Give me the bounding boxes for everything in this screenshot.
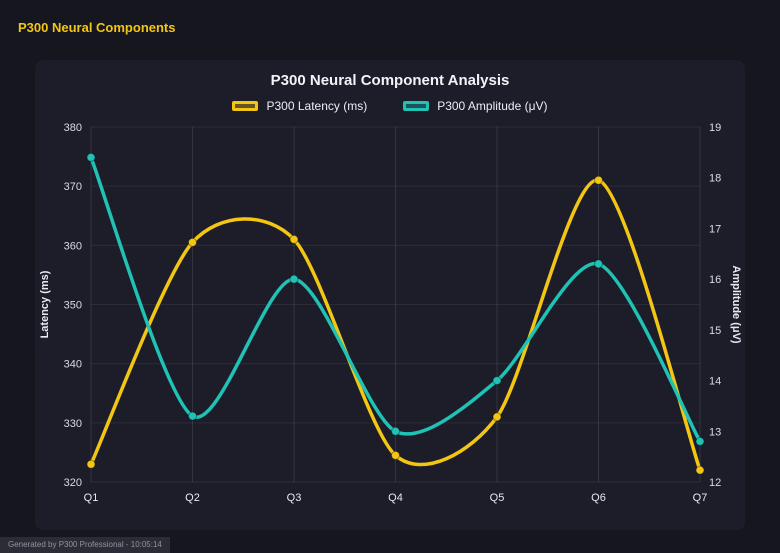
svg-text:330: 330 (64, 418, 82, 430)
svg-text:Q6: Q6 (591, 492, 606, 504)
svg-text:17: 17 (709, 223, 721, 235)
latency-swatch-icon (232, 101, 259, 111)
svg-text:Q7: Q7 (693, 492, 708, 504)
svg-text:Q2: Q2 (185, 492, 200, 504)
svg-text:Q5: Q5 (490, 492, 505, 504)
svg-text:15: 15 (709, 325, 721, 337)
svg-text:360: 360 (64, 240, 82, 252)
svg-text:370: 370 (64, 181, 82, 193)
legend-label-latency: P300 Latency (ms) (266, 99, 368, 113)
page-title: P300 Neural Components (18, 20, 176, 35)
svg-text:14: 14 (709, 376, 721, 388)
svg-text:18: 18 (709, 173, 721, 185)
svg-text:340: 340 (64, 359, 82, 371)
chart-legend: P300 Latency (ms) P300 Amplitude (μV) (35, 99, 745, 113)
line-chart: 320 330 340 350 360 370 380 12 13 14 15 16 17 18 19 Q1 Q… (39, 122, 742, 504)
svg-text:320: 320 (64, 477, 82, 489)
legend-item-amplitude[interactable]: P300 Amplitude (μV) (403, 99, 548, 113)
svg-text:380: 380 (64, 122, 82, 134)
svg-text:12: 12 (709, 477, 721, 489)
chart-panel: P300 Neural Component Analysis P300 Late… (35, 60, 745, 530)
svg-text:Amplitude (μV): Amplitude (μV) (730, 265, 742, 344)
footer-watermark: Generated by P300 Professional - 10:05:1… (0, 537, 170, 553)
svg-text:13: 13 (709, 426, 721, 438)
svg-text:Q3: Q3 (287, 492, 302, 504)
svg-text:Latency (ms): Latency (ms) (39, 270, 51, 338)
svg-text:Q1: Q1 (84, 492, 99, 504)
svg-text:Q4: Q4 (388, 492, 403, 504)
svg-text:16: 16 (709, 274, 721, 286)
chart-title: P300 Neural Component Analysis (270, 72, 510, 89)
legend-label-amplitude: P300 Amplitude (μV) (437, 99, 548, 113)
legend-item-latency[interactable]: P300 Latency (ms) (232, 99, 367, 113)
svg-text:350: 350 (64, 300, 82, 312)
amplitude-swatch-icon (403, 101, 430, 111)
svg-text:19: 19 (709, 122, 721, 134)
